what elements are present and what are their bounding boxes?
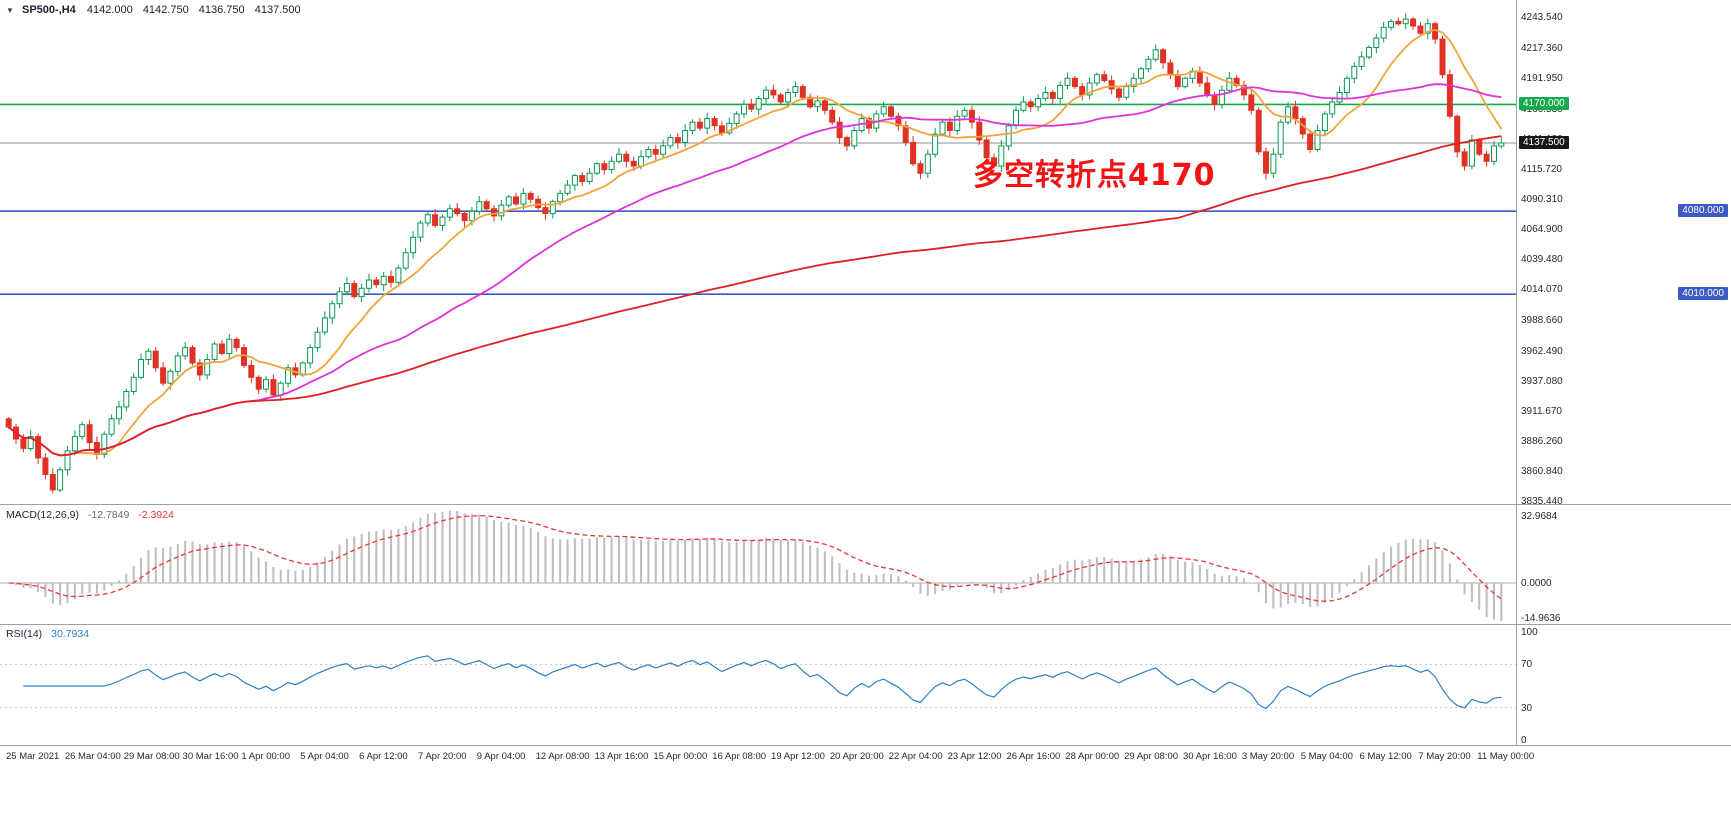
rsi-value: 30.7934	[51, 628, 90, 640]
ohlc-low: 4136.750	[198, 4, 245, 16]
symbol-dropdown-icon[interactable]: ▼	[6, 6, 14, 15]
ohlc-high: 4142.750	[142, 4, 189, 16]
macd-main-value: -12.7849	[87, 509, 130, 521]
macd-title: MACD(12,26,9)	[6, 509, 79, 521]
symbol-timeframe-label: SP500-,H4	[21, 4, 76, 16]
rsi-title: RSI(14)	[6, 628, 43, 640]
ohlc-close: 4137.500	[254, 4, 301, 16]
macd-signal-value: -2.3924	[138, 509, 174, 521]
annotation-text: 多空转折点4170	[973, 158, 1216, 193]
chart-header: ▼ SP500-,H4 4142.000 4142.750 4136.750 4…	[6, 4, 308, 16]
rsi-indicator-label: RSI(14) 30.7934	[6, 628, 89, 640]
ohlc-open: 4142.000	[86, 4, 133, 16]
macd-indicator-label: MACD(12,26,9) -12.7849 -2.3924	[6, 509, 174, 521]
